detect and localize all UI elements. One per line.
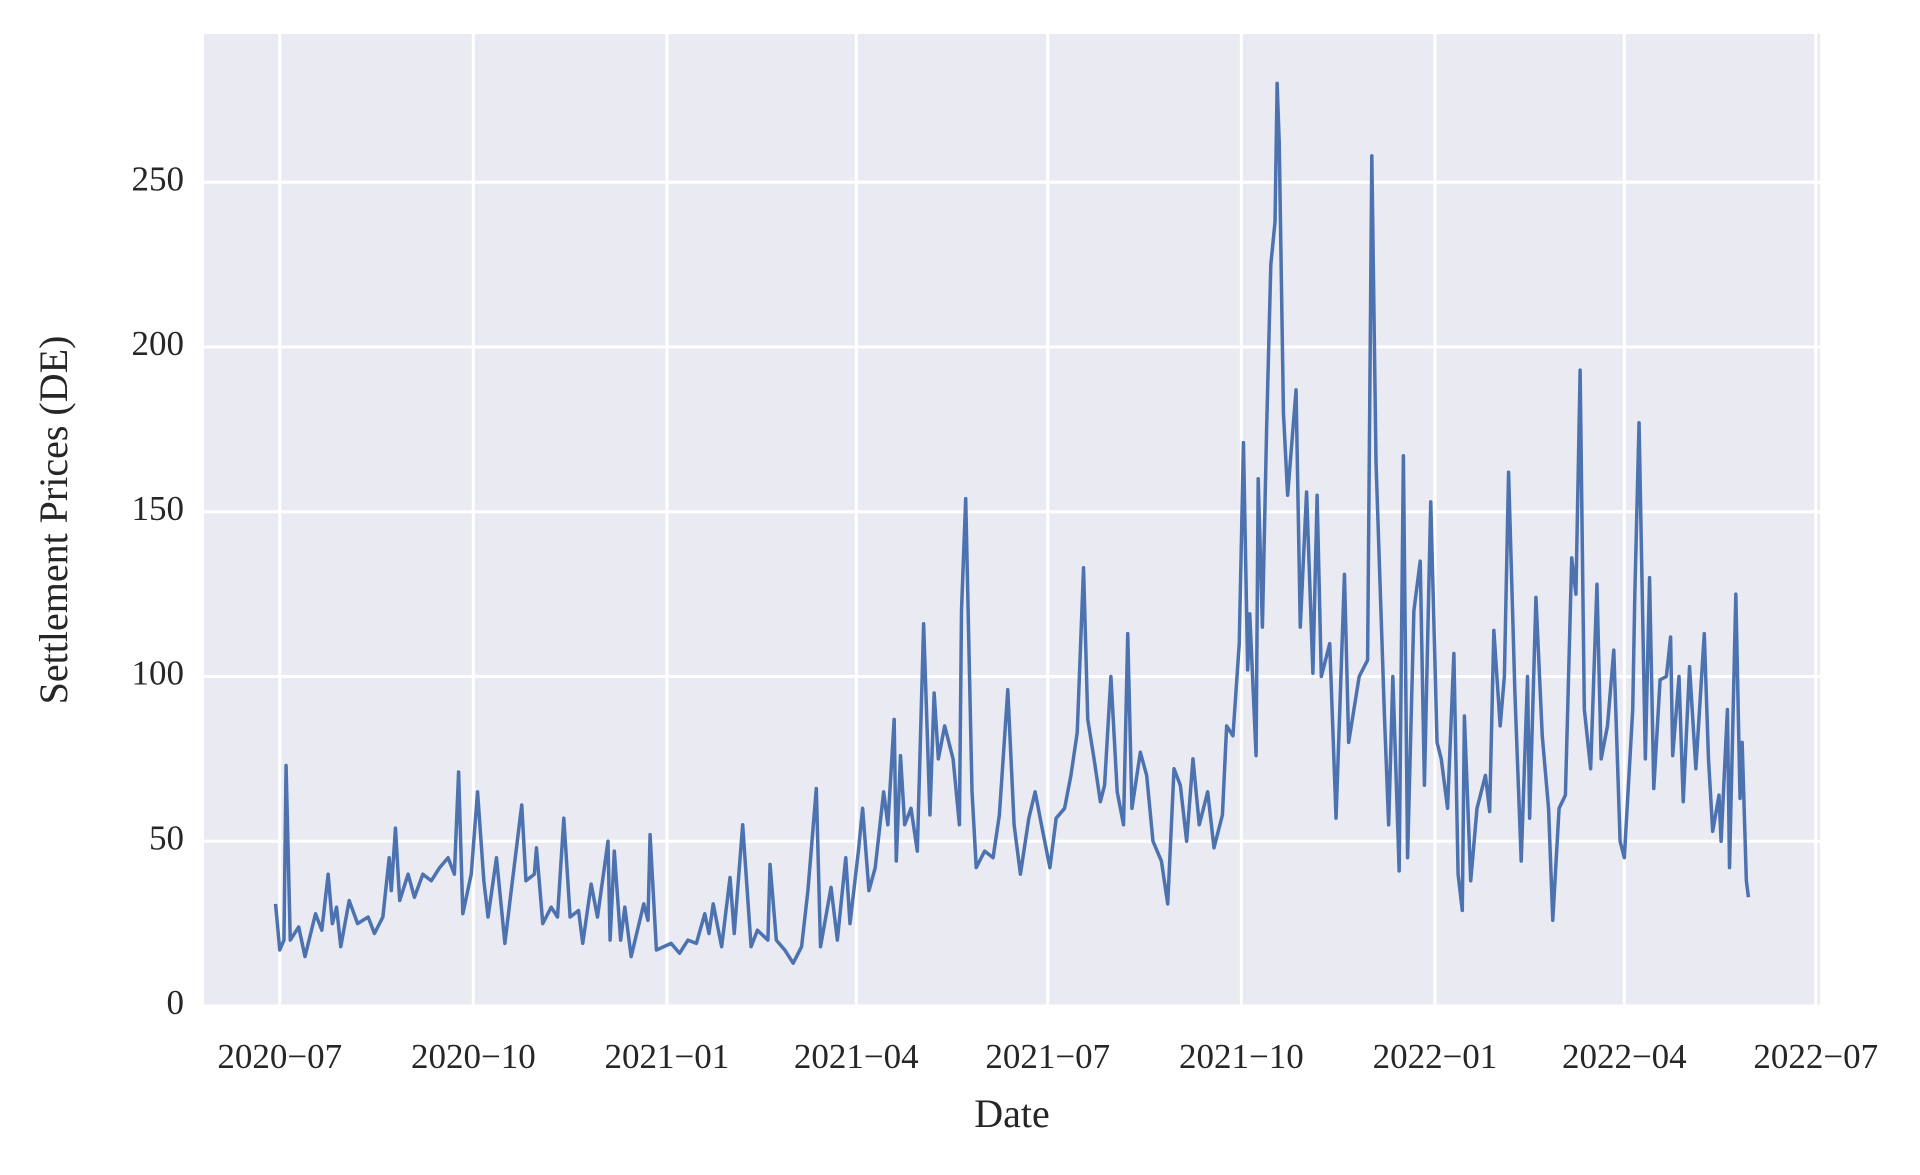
x-tick-label: 2022−04	[1562, 1037, 1687, 1076]
x-tick-label: 2020−10	[411, 1037, 536, 1076]
x-tick-label: 2022−01	[1373, 1037, 1498, 1076]
x-tick-label: 2021−10	[1179, 1037, 1304, 1076]
y-axis-label: Settlement Prices (DE)	[31, 336, 76, 705]
y-tick-label: 0	[167, 983, 185, 1022]
y-tick-label: 50	[149, 818, 184, 857]
x-tick-label: 2021−04	[794, 1037, 919, 1076]
y-tick-label: 250	[132, 159, 185, 198]
price-line	[273, 81, 1751, 965]
y-tick-label: 100	[132, 654, 185, 693]
x-axis-label: Date	[974, 1091, 1050, 1136]
y-tick-label: 150	[132, 489, 185, 528]
y-tick-label: 200	[132, 324, 185, 363]
x-tick-label: 2022−07	[1753, 1037, 1878, 1076]
x-tick-label: 2021−01	[605, 1037, 730, 1076]
x-tick-label: 2020−07	[217, 1037, 342, 1076]
x-tick-label: 2021−07	[985, 1037, 1110, 1076]
